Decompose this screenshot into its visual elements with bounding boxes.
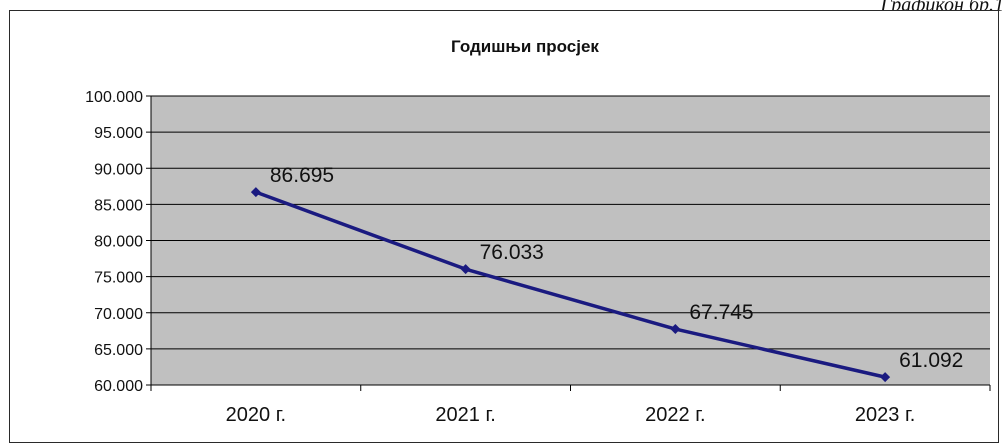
data-point-marker [670,324,681,335]
data-label: 86.695 [270,164,334,187]
x-tick-label: 2022 г. [645,404,705,426]
y-tick-label: 70.000 [94,306,143,323]
y-tick-label: 95.000 [94,125,143,142]
data-point-marker [880,372,891,383]
y-tick-label: 90.000 [94,161,143,178]
data-point-marker [250,187,261,198]
data-label: 76.033 [480,241,544,264]
data-point-marker [460,264,471,275]
data-label: 67.745 [689,301,753,324]
x-tick-label: 2020 г. [226,404,286,426]
x-tick-label: 2023 г. [855,404,915,426]
x-tick-label: 2021 г. [435,404,495,426]
y-tick-label: 65.000 [94,342,143,359]
y-tick-label: 100.000 [85,89,143,106]
series-line [254,190,887,379]
data-label: 61.092 [899,349,963,372]
y-tick-label: 60.000 [94,378,143,395]
chart-title: Годишњи просјек [451,37,599,56]
y-tick-label: 85.000 [94,197,143,214]
y-tick-label: 80.000 [94,234,143,251]
y-tick-label: 75.000 [94,270,143,287]
